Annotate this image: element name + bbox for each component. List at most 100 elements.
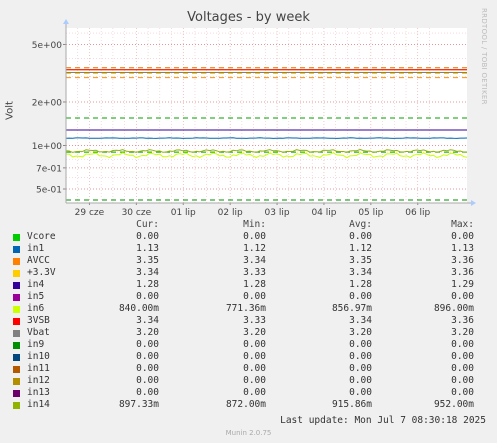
x-tick-label: 29 cze: [75, 208, 105, 218]
legend-avg: 3.35: [349, 255, 372, 266]
legend-row: in6 840.00m 771.36m 856.97m 896.00m: [0, 303, 497, 315]
legend-row: in14 897.33m 872.00m 915.86m 952.00m: [0, 399, 497, 411]
legend-swatch: [13, 366, 20, 373]
legend-row: Vbat 3.20 3.20 3.20 3.20: [0, 327, 497, 339]
legend-row: in1 1.13 1.12 1.12 1.13: [0, 243, 497, 255]
legend-max: 0.00: [451, 291, 474, 302]
legend-swatch: [13, 234, 20, 241]
legend-series-name: Vbat: [27, 327, 50, 338]
legend-cur: 1.13: [136, 243, 159, 254]
plot-area: [66, 28, 467, 203]
legend-avg: 0.00: [349, 291, 372, 302]
legend-cur: 1.28: [136, 279, 159, 290]
y-tick-label: 5e-01: [36, 185, 62, 195]
legend-header-max: Max:: [451, 219, 474, 230]
legend-cur: 3.34: [136, 315, 159, 326]
legend-swatch: [13, 390, 20, 397]
legend-swatch: [13, 294, 20, 301]
legend-avg: 0.00: [349, 387, 372, 398]
rrdtool-credit: RRDTOOL / TOBI OETIKER: [480, 8, 488, 105]
legend-series-name: in10: [27, 351, 50, 362]
legend-row: in5 0.00 0.00 0.00 0.00: [0, 291, 497, 303]
legend-header-cur: Cur:: [136, 219, 159, 230]
legend-header: Cur: Min: Avg: Max:: [0, 219, 497, 231]
series-line: [65, 148, 467, 153]
legend-max: 3.36: [451, 255, 474, 266]
x-tick-label: 01 lip: [171, 208, 196, 218]
legend-series-name: in13: [27, 387, 50, 398]
legend-min: 3.20: [243, 327, 266, 338]
series-line: [65, 152, 468, 159]
y-tick-label: 7e-01: [36, 164, 62, 174]
legend-max: 3.36: [451, 267, 474, 278]
legend-max: 896.00m: [433, 303, 474, 314]
legend-series-name: +3.3V: [27, 267, 56, 278]
legend-cur: 0.00: [136, 231, 159, 242]
legend-swatch: [13, 402, 20, 409]
legend-avg: 915.86m: [331, 399, 372, 410]
legend-series-name: AVCC: [27, 255, 50, 266]
last-update: Last update: Mon Jul 7 08:30:18 2025: [280, 415, 486, 426]
legend-series-name: in9: [27, 339, 45, 350]
legend-avg: 0.00: [349, 339, 372, 350]
legend-max: 3.36: [451, 315, 474, 326]
legend-min: 0.00: [243, 231, 266, 242]
legend-min: 0.00: [243, 339, 266, 350]
legend-min: 872.00m: [225, 399, 266, 410]
legend-avg: 1.12: [349, 243, 372, 254]
legend-row: in9 0.00 0.00 0.00 0.00: [0, 339, 497, 351]
legend-swatch: [13, 330, 20, 337]
legend-series-name: in14: [27, 399, 50, 410]
chart-title: Voltages - by week: [187, 10, 310, 25]
legend-header-min: Min:: [243, 219, 266, 230]
legend-min: 0.00: [243, 387, 266, 398]
legend-cur: 897.33m: [118, 399, 159, 410]
legend-cur: 0.00: [136, 363, 159, 374]
y-tick-label: 1e+00: [32, 142, 63, 152]
legend-cur: 0.00: [136, 375, 159, 386]
x-tick-label: 04 lip: [311, 208, 336, 218]
legend-min: 0.00: [243, 375, 266, 386]
legend-row: in11 0.00 0.00 0.00 0.00: [0, 363, 497, 375]
legend-row: in12 0.00 0.00 0.00 0.00: [0, 375, 497, 387]
legend-swatch: [13, 270, 20, 277]
legend-avg: 856.97m: [331, 303, 372, 314]
legend-cur: 3.35: [136, 255, 159, 266]
legend-max: 0.00: [451, 363, 474, 374]
legend-avg: 1.28: [349, 279, 372, 290]
legend-swatch: [13, 306, 20, 313]
legend-max: 1.29: [451, 279, 474, 290]
legend-swatch: [13, 342, 20, 349]
legend-min: 3.33: [243, 267, 266, 278]
legend-avg: 3.34: [349, 315, 372, 326]
x-tick-label: 06 lip: [405, 208, 430, 218]
legend-cur: 840.00m: [118, 303, 159, 314]
legend-swatch: [13, 318, 20, 325]
legend-min: 3.33: [243, 315, 266, 326]
y-tick-label: 5e+00: [32, 41, 63, 51]
legend-avg: 3.20: [349, 327, 372, 338]
legend-swatch: [13, 282, 20, 289]
legend-series-name: in12: [27, 375, 50, 386]
legend-min: 3.34: [243, 255, 266, 266]
legend-min: 0.00: [243, 291, 266, 302]
legend-avg: 0.00: [349, 351, 372, 362]
legend-avg: 3.34: [349, 267, 372, 278]
x-tick-label: 30 cze: [122, 208, 152, 218]
legend-row: in4 1.28 1.28 1.28 1.29: [0, 279, 497, 291]
legend-swatch: [13, 258, 20, 265]
legend-series-name: in1: [27, 243, 45, 254]
legend-swatch: [13, 246, 20, 253]
legend-header-avg: Avg:: [349, 219, 372, 230]
legend-swatch: [13, 354, 20, 361]
legend-series-name: 3VSB: [27, 315, 50, 326]
munin-version: Munin 2.0.75: [225, 429, 272, 437]
legend-cur: 3.34: [136, 267, 159, 278]
legend-max: 3.20: [451, 327, 474, 338]
legend-cur: 0.00: [136, 387, 159, 398]
legend-swatch: [13, 378, 20, 385]
legend-cur: 0.00: [136, 339, 159, 350]
legend-min: 1.12: [243, 243, 266, 254]
legend-min: 771.36m: [225, 303, 266, 314]
